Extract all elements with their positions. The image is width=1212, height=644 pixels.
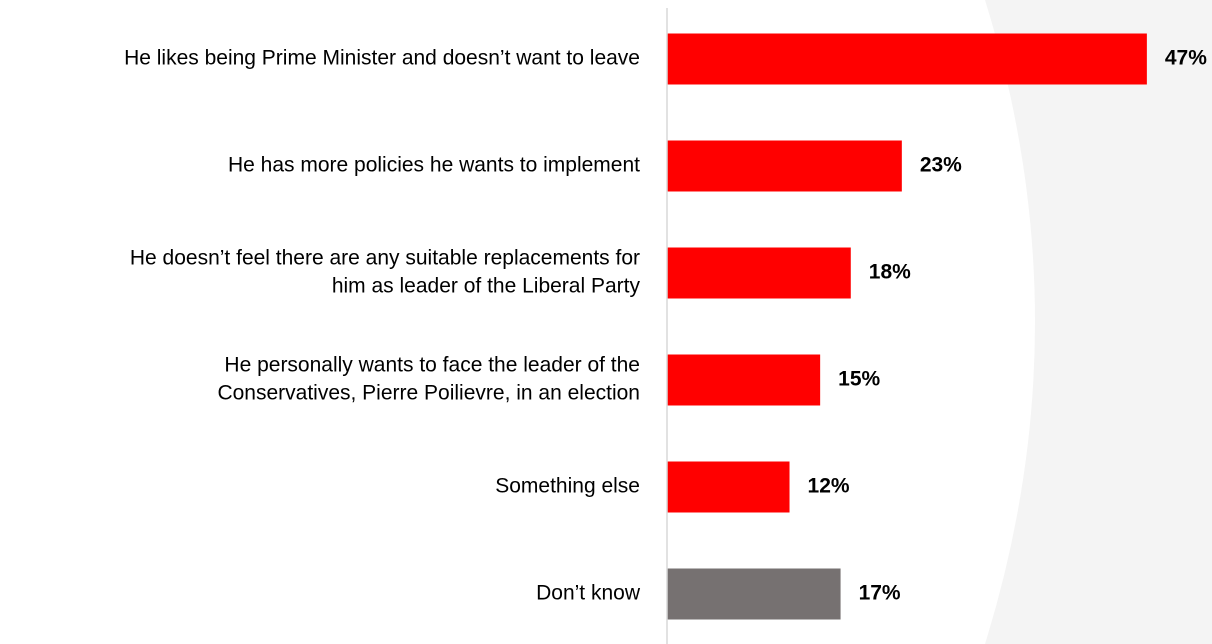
labels-layer: 47% He likes being Prime Minister and doe…: [124, 47, 1207, 605]
category-label-2-line-0: He doesn’t feel there are any suitable r…: [130, 247, 640, 270]
bar-2: [667, 247, 851, 299]
value-label-5: 17%: [859, 582, 901, 605]
bar-5: [667, 568, 841, 620]
category-label-0-line-0: He likes being Prime Minister and doesn’…: [124, 47, 640, 70]
bar-3: [667, 354, 821, 406]
bar-4: [667, 461, 790, 513]
category-label-3-line-1: Conservatives, Pierre Poilievre, in an e…: [217, 382, 640, 405]
value-label-4: 12%: [808, 475, 850, 498]
background-arc: [985, 0, 1212, 644]
category-label-4-line-0: Something else: [495, 475, 640, 498]
value-label-2: 18%: [869, 261, 911, 284]
value-label-1: 23%: [920, 154, 962, 177]
category-label-3-line-0: He personally wants to face the leader o…: [224, 354, 640, 377]
category-label-1-line-0: He has more policies he wants to impleme…: [228, 154, 640, 177]
value-label-3: 15%: [838, 368, 880, 391]
value-label-0: 47%: [1165, 47, 1207, 70]
category-label-5-line-0: Don’t know: [536, 582, 641, 605]
bar-0: [667, 33, 1147, 85]
bar-1: [667, 140, 902, 192]
category-label-2-line-1: him as leader of the Liberal Party: [332, 275, 641, 298]
bars-layer: [667, 33, 1147, 620]
